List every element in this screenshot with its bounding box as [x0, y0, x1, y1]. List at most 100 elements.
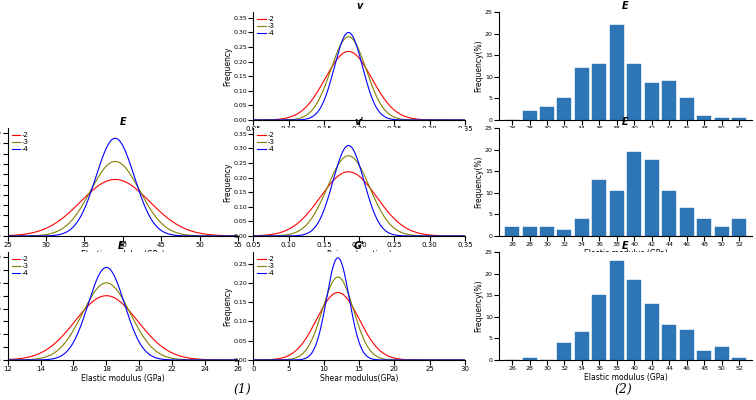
-2	[107, 294, 116, 299]
Line: -2: -2	[8, 296, 238, 360]
-2	[460, 118, 469, 122]
-4	[344, 30, 353, 35]
Bar	[732, 118, 746, 120]
Title: v': v'	[355, 117, 364, 127]
Bar	[593, 295, 606, 360]
-3	[107, 160, 116, 164]
-4	[287, 234, 296, 238]
-3	[111, 159, 120, 164]
-4	[460, 118, 469, 122]
-2	[390, 217, 399, 222]
-2	[460, 358, 469, 362]
Bar	[732, 358, 746, 360]
-3	[62, 223, 71, 228]
-2	[249, 358, 258, 362]
Bar	[714, 347, 729, 360]
Bar	[662, 191, 677, 236]
-3	[303, 221, 312, 226]
-4	[3, 234, 12, 238]
-2	[408, 229, 417, 234]
-2	[62, 212, 71, 217]
Title: E: E	[622, 1, 629, 11]
Bar	[714, 227, 729, 236]
-4	[44, 357, 53, 362]
-4	[333, 255, 342, 260]
Title: E: E	[119, 117, 126, 127]
Legend: -2, -3, -4: -2, -3, -4	[257, 132, 275, 153]
Line: -2: -2	[253, 52, 465, 120]
Bar	[575, 219, 589, 236]
Bar	[522, 358, 537, 360]
-4	[408, 358, 417, 362]
-3	[460, 118, 469, 122]
-3	[157, 352, 166, 357]
Bar	[575, 68, 589, 120]
X-axis label: Shear modulus(GPa): Shear modulus(GPa)	[320, 374, 398, 383]
-3	[345, 294, 354, 299]
-4	[390, 117, 399, 122]
-2	[157, 344, 166, 349]
-2	[3, 357, 12, 362]
Legend: -2, -3, -4: -2, -3, -4	[257, 16, 275, 37]
Bar	[593, 180, 606, 236]
X-axis label: Elastic modulus (GPa): Elastic modulus (GPa)	[584, 133, 668, 142]
Bar	[610, 261, 624, 360]
Bar	[645, 304, 658, 360]
Bar	[522, 111, 537, 120]
X-axis label: Elastic modulus (GPa): Elastic modulus (GPa)	[81, 250, 165, 259]
Line: -4: -4	[253, 32, 465, 120]
Line: -4: -4	[8, 268, 238, 360]
-4	[390, 358, 399, 362]
-2	[249, 118, 258, 122]
-2	[408, 116, 417, 121]
-4	[408, 234, 417, 238]
Bar	[645, 160, 658, 236]
-3	[390, 358, 399, 362]
-3	[344, 153, 353, 158]
Line: -3: -3	[253, 37, 465, 120]
-4	[287, 118, 296, 122]
Bar	[697, 116, 711, 120]
-4	[345, 143, 354, 148]
-2	[373, 347, 383, 352]
-3	[408, 118, 417, 122]
-4	[62, 230, 71, 234]
-2	[345, 299, 354, 304]
-4	[373, 219, 383, 224]
-2	[460, 234, 469, 238]
-3	[44, 232, 53, 236]
-4	[373, 108, 383, 113]
-3	[157, 221, 166, 226]
-2	[234, 358, 243, 362]
Title: E: E	[622, 241, 629, 251]
Bar	[627, 64, 641, 120]
-4	[345, 296, 354, 301]
Bar	[680, 208, 694, 236]
Legend: -2, -3, -4: -2, -3, -4	[11, 132, 29, 153]
Bar	[557, 343, 572, 360]
-3	[373, 98, 383, 102]
-2	[345, 49, 354, 54]
-3	[408, 358, 417, 362]
-2	[303, 211, 312, 216]
-3	[3, 234, 12, 238]
Bar	[540, 227, 554, 236]
Bar	[662, 81, 677, 120]
Bar	[610, 25, 624, 120]
-2	[139, 326, 148, 331]
-3	[303, 112, 312, 117]
X-axis label: Poisson's ratio v: Poisson's ratio v	[328, 134, 390, 143]
-4	[287, 358, 296, 362]
Text: (1): (1)	[233, 383, 251, 396]
-4	[107, 137, 116, 142]
Bar	[522, 227, 537, 236]
-2	[102, 293, 111, 298]
Y-axis label: Frequency: Frequency	[223, 162, 232, 202]
Bar	[697, 219, 711, 236]
-3	[460, 358, 469, 362]
-4	[345, 30, 354, 35]
-4	[44, 233, 53, 238]
-3	[234, 234, 243, 238]
Bar	[627, 280, 641, 360]
-2	[373, 197, 383, 202]
